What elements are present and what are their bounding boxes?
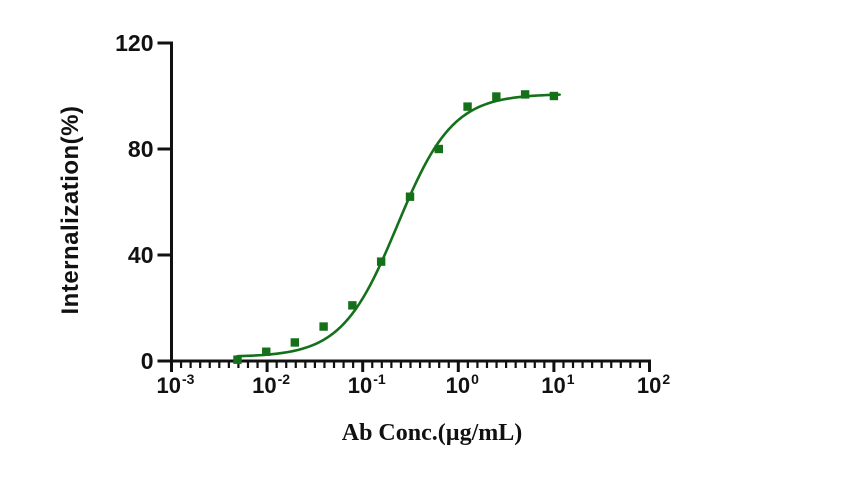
y-axis-title: Internalization(%) <box>57 105 84 314</box>
data-point-marker <box>348 301 357 310</box>
data-point-marker <box>376 257 386 266</box>
data-point-marker <box>262 347 271 356</box>
data-point-marker <box>549 91 559 101</box>
x-tick-label: 101 <box>541 371 574 398</box>
fit-curve <box>236 93 561 358</box>
data-point-marker <box>233 355 242 364</box>
axis-frame <box>170 41 651 363</box>
data-point-marker <box>290 338 300 347</box>
x-tick-label: 102 <box>637 371 670 398</box>
x-axis-title: Ab Conc.(µg/mL) <box>342 420 523 446</box>
data-point-marker <box>319 322 328 331</box>
data-point-marker <box>434 144 443 154</box>
x-tick-label: 10-2 <box>252 371 290 398</box>
x-tick-label: 100 <box>446 371 479 398</box>
y-tick-label: 120 <box>115 30 153 56</box>
data-point-marker <box>405 192 415 201</box>
data-point-marker <box>520 90 530 99</box>
data-series <box>233 90 561 364</box>
data-point-marker <box>463 102 472 111</box>
tick-labels: 0 40 80 120 10-3 10-2 10-1 100 101 102 <box>115 30 670 398</box>
y-tick-label: 0 <box>141 348 154 374</box>
y-tick-label: 80 <box>128 136 154 162</box>
x-tick-label: 10-1 <box>348 371 386 398</box>
y-tick-label: 40 <box>128 242 154 268</box>
x-tick-label: 10-3 <box>157 371 195 398</box>
axes <box>157 41 651 372</box>
data-point-marker <box>492 92 501 101</box>
